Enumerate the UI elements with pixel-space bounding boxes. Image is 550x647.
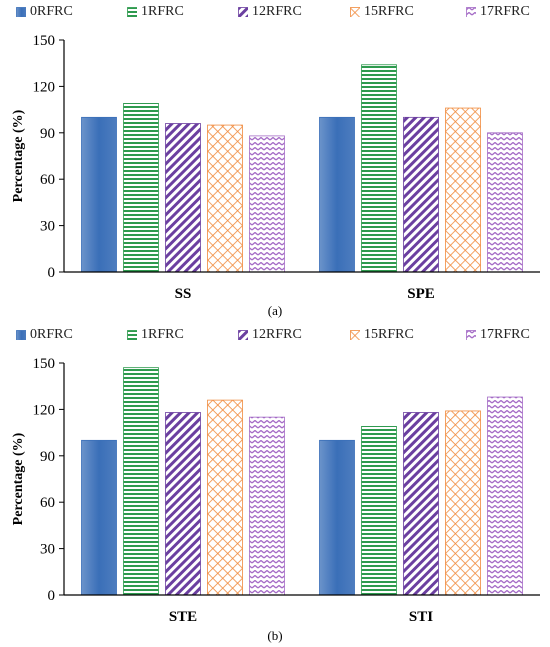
- legend-label: 17RFRC: [480, 327, 530, 342]
- legend-swatch: [238, 7, 248, 17]
- x-category-label: SS: [175, 286, 192, 302]
- caption-b: (b): [267, 628, 283, 643]
- legend-swatch: [238, 330, 248, 340]
- legend-item-12rfrc: 12RFRC: [238, 327, 302, 343]
- legend-label: 0RFRC: [30, 4, 73, 19]
- chart-panel-b: 0RFRC 1RFRC 12RFRC 15RFRC 17RFRC Percentage …: [0, 323, 550, 647]
- y-tick-label: 90: [40, 126, 55, 142]
- y-tick-label: 0: [48, 265, 56, 281]
- bar-spe-12rfrc: [403, 116, 439, 273]
- legend-label: 15RFRC: [364, 327, 414, 342]
- legend-item-0rfrc: 0RFRC: [16, 4, 73, 20]
- bar-ss-0rfrc: [81, 116, 117, 273]
- legend-swatch: [466, 330, 476, 340]
- legend-swatch: [16, 330, 26, 340]
- legend-swatch: [127, 7, 137, 17]
- bar-spe-15rfrc: [445, 107, 481, 273]
- chart-panel-a: 0RFRC 1RFRC 12RFRC 15RFRC 17RFRC Percentage …: [0, 0, 550, 323]
- legend-item-17rfrc: 17RFRC: [466, 327, 530, 343]
- legend-swatch: [466, 7, 476, 17]
- x-category-label: STE: [169, 609, 197, 625]
- caption-a: (a): [267, 303, 283, 318]
- legend-item-15rfrc: 15RFRC: [350, 327, 414, 343]
- legend-swatch: [350, 330, 360, 340]
- bar-sti-17rfrc: [487, 396, 523, 596]
- x-category-label: STI: [409, 609, 433, 625]
- chart-a-svg: Percentage (%) 0 30 60 90 120 150 SS SPE: [11, 33, 540, 302]
- legend-label: 1RFRC: [141, 4, 184, 19]
- legend-item-1rfrc: 1RFRC: [127, 4, 184, 20]
- legend-swatch: [350, 7, 360, 17]
- bar-ste-0rfrc: [81, 439, 117, 596]
- bar-spe-17rfrc: [487, 132, 523, 273]
- legend-item-12rfrc: 12RFRC: [238, 4, 302, 20]
- y-tick-label: 150: [33, 356, 56, 372]
- bar-ste-15rfrc: [207, 399, 243, 596]
- y-tick-label: 60: [40, 172, 55, 188]
- bar-sti-15rfrc: [445, 410, 481, 596]
- y-tick-label: 90: [40, 449, 55, 465]
- y-tick-label: 30: [40, 542, 55, 558]
- legend-item-15rfrc: 15RFRC: [350, 4, 414, 20]
- y-tick-label: 0: [48, 588, 56, 604]
- legend-label: 12RFRC: [252, 4, 302, 19]
- bar-ste-1rfrc: [123, 367, 159, 596]
- bar-sti-0rfrc: [319, 439, 355, 596]
- bar-spe-0rfrc: [319, 116, 355, 273]
- bar-spe-1rfrc: [361, 64, 397, 273]
- legend-label: 0RFRC: [30, 327, 73, 342]
- bar-ss-1rfrc: [123, 103, 159, 273]
- bar-sti-1rfrc: [361, 426, 397, 596]
- bar-ste-12rfrc: [165, 412, 201, 596]
- legend-item-17rfrc: 17RFRC: [466, 4, 530, 20]
- legend-label: 1RFRC: [141, 327, 184, 342]
- bar-ss-12rfrc: [165, 123, 201, 273]
- y-axis-label: Percentage (%): [11, 109, 26, 202]
- legend-item-1rfrc: 1RFRC: [127, 327, 184, 343]
- y-tick-label: 150: [33, 33, 56, 49]
- legend-swatch: [127, 330, 137, 340]
- chart-b-svg: Percentage (%) 0 30 60 90 120 150 STE STI: [11, 356, 540, 625]
- y-tick-label: 120: [33, 79, 56, 95]
- bar-ss-15rfrc: [207, 124, 243, 273]
- legend-label: 12RFRC: [252, 327, 302, 342]
- y-tick-label: 120: [33, 402, 56, 418]
- bar-ss-17rfrc: [249, 135, 285, 273]
- legend-a: 0RFRC 1RFRC 12RFRC 15RFRC 17RFRC: [0, 0, 550, 22]
- y-axis-label: Percentage (%): [11, 432, 26, 525]
- legend-b: 0RFRC 1RFRC 12RFRC 15RFRC 17RFRC: [0, 323, 550, 345]
- x-category-label: SPE: [407, 286, 435, 302]
- bar-sti-12rfrc: [403, 412, 439, 596]
- legend-label: 17RFRC: [480, 4, 530, 19]
- legend-swatch: [16, 7, 26, 17]
- legend-item-0rfrc: 0RFRC: [16, 327, 73, 343]
- bar-ste-17rfrc: [249, 416, 285, 596]
- y-tick-label: 60: [40, 495, 55, 511]
- y-tick-label: 30: [40, 219, 55, 235]
- legend-label: 15RFRC: [364, 4, 414, 19]
